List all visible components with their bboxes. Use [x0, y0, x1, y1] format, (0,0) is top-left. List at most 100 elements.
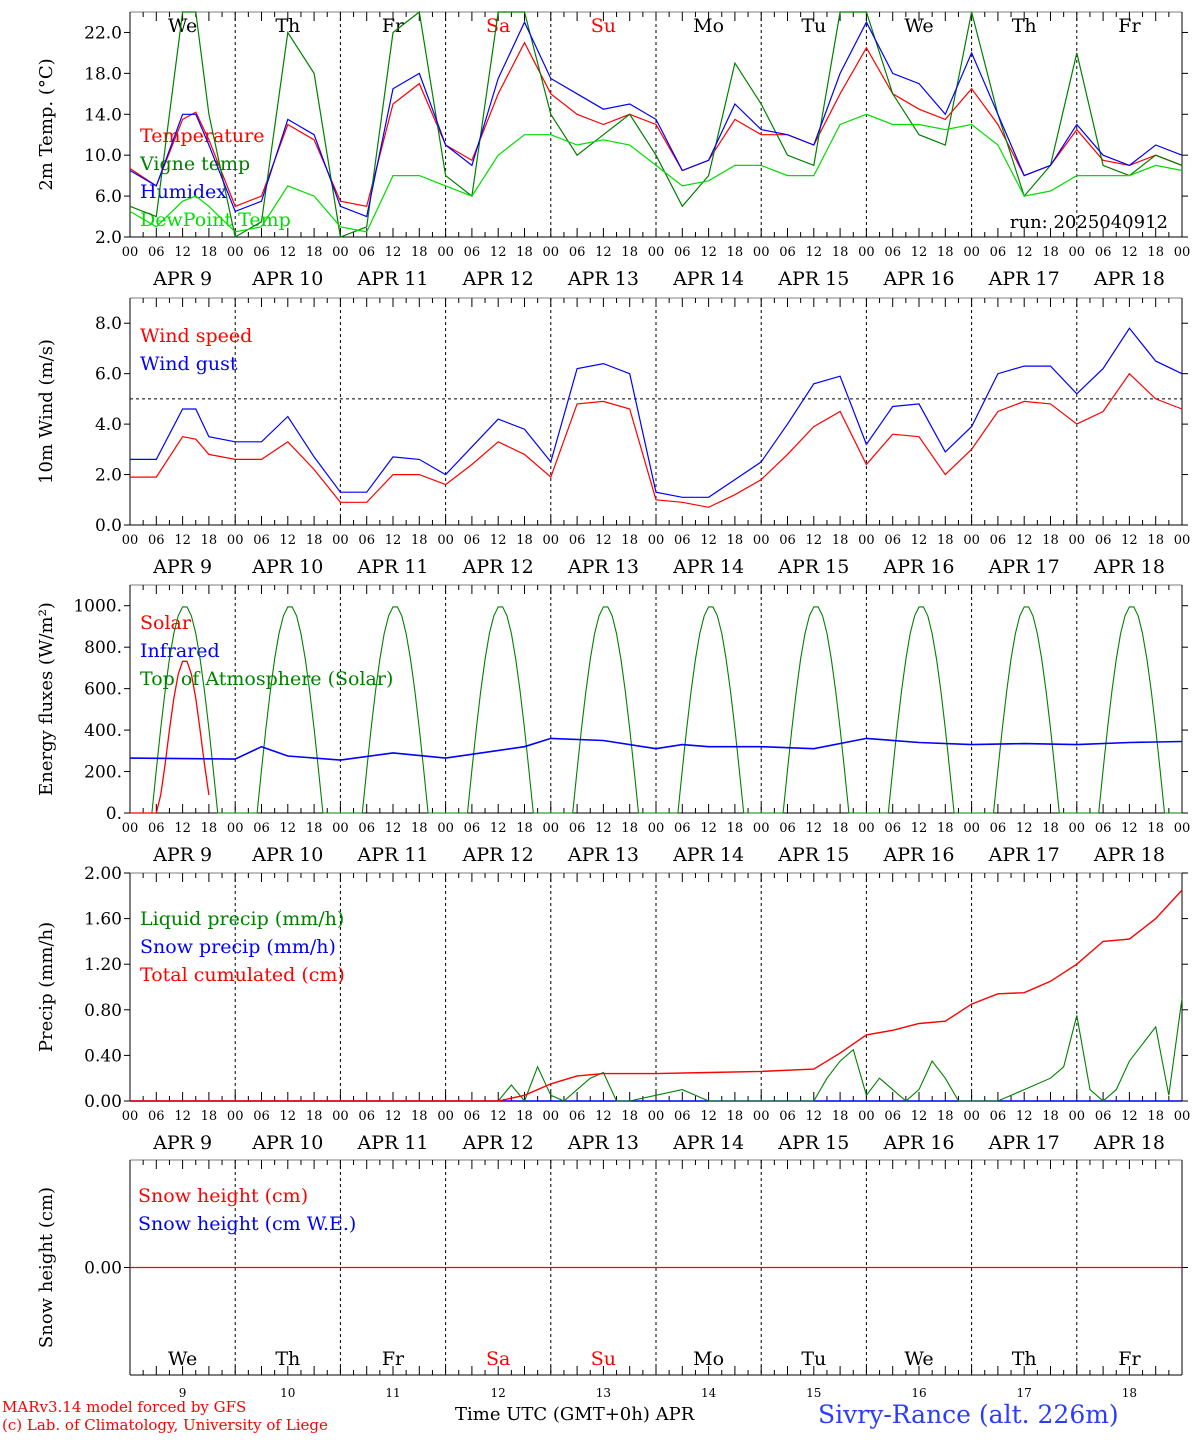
- y-tick-label: 0.0: [95, 516, 122, 536]
- series-temperature: [129, 41, 1183, 208]
- hour-tick-label: 06: [148, 821, 165, 836]
- hour-tick-label: 00: [858, 245, 875, 260]
- hour-tick-label: 00: [437, 1109, 454, 1124]
- date-label: APR 9: [152, 556, 212, 578]
- date-label: APR 14: [672, 844, 744, 866]
- date-label: APR 17: [988, 1132, 1060, 1154]
- date-label: APR 17: [988, 556, 1060, 578]
- date-label: APR 17: [988, 268, 1060, 290]
- hour-tick-label: 18: [832, 245, 849, 260]
- hour-tick-label: 00: [1174, 1109, 1191, 1124]
- hour-tick-label: 12: [595, 821, 612, 836]
- hour-tick-label: 00: [227, 533, 244, 548]
- date-label: APR 14: [672, 268, 744, 290]
- day-number-label: 14: [701, 1386, 717, 1400]
- hour-tick-label: 00: [227, 1109, 244, 1124]
- date-label: APR 13: [567, 844, 639, 866]
- hour-tick-label: 06: [990, 245, 1007, 260]
- date-label: APR 18: [1093, 844, 1165, 866]
- hour-tick-label: 00: [227, 821, 244, 836]
- hour-tick-label: 18: [937, 533, 954, 548]
- hour-tick-label: 12: [806, 533, 823, 548]
- hour-tick-label: 18: [411, 821, 428, 836]
- hour-tick-label: 06: [464, 533, 481, 548]
- hour-tick-label: 18: [1147, 1109, 1164, 1124]
- day-number-label: 17: [1017, 1386, 1032, 1400]
- hour-tick-label: 12: [595, 1109, 612, 1124]
- y-tick-label: 200.: [84, 763, 122, 783]
- footer-station: Sivry-Rance (alt. 226m): [818, 1400, 1119, 1429]
- date-label: APR 18: [1093, 1132, 1165, 1154]
- series-toa-solar: [130, 606, 1182, 814]
- hour-tick-label: 18: [832, 533, 849, 548]
- hour-tick-label: 06: [253, 1109, 270, 1124]
- hour-tick-label: 00: [1069, 245, 1086, 260]
- hour-tick-label: 12: [700, 1109, 717, 1124]
- hour-tick-label: 00: [332, 245, 349, 260]
- hour-tick-label: 00: [437, 245, 454, 260]
- legend-label: Temperature: [140, 125, 264, 147]
- series-wind-gust: [130, 327, 1183, 498]
- y-tick-label: 1000.: [73, 597, 122, 617]
- date-label: APR 16: [882, 1132, 954, 1154]
- hour-tick-label: 06: [358, 533, 375, 548]
- day-number-label: 10: [280, 1386, 295, 1400]
- hour-tick-label: 06: [884, 245, 901, 260]
- hour-tick-label: 12: [280, 533, 297, 548]
- hour-tick-label: 06: [253, 245, 270, 260]
- hour-tick-label: 06: [253, 533, 270, 548]
- series-dewpoint-temp: [129, 113, 1183, 233]
- hour-tick-label: 12: [1016, 1109, 1033, 1124]
- y-tick-label: 0.: [106, 804, 122, 824]
- day-number-label: 11: [385, 1386, 400, 1400]
- hour-tick-label: 12: [700, 821, 717, 836]
- date-label: APR 11: [356, 268, 428, 290]
- series-solar: [130, 660, 210, 814]
- weekday-label: Th: [275, 15, 300, 37]
- hour-tick-label: 00: [858, 533, 875, 548]
- hour-tick-label: 12: [806, 821, 823, 836]
- date-label: APR 9: [152, 1132, 212, 1154]
- y-tick-label: 1.20: [84, 955, 122, 975]
- weekday-label: Mo: [693, 15, 724, 37]
- weekday-label: Fr: [382, 15, 405, 37]
- hour-tick-label: 18: [516, 245, 533, 260]
- weekday-label: Tu: [801, 15, 826, 37]
- y-tick-label: 6.0: [95, 365, 122, 385]
- weekday-label: Tu: [801, 1348, 826, 1370]
- hour-tick-label: 12: [1121, 821, 1138, 836]
- date-label: APR 11: [356, 1132, 428, 1154]
- hour-tick-label: 12: [1016, 533, 1033, 548]
- hour-tick-label: 06: [569, 821, 586, 836]
- hour-tick-label: 18: [201, 1109, 218, 1124]
- day-number-label: 13: [596, 1386, 611, 1400]
- weekday-label: We: [168, 1348, 197, 1370]
- date-label: APR 10: [251, 268, 323, 290]
- date-label: APR 12: [462, 556, 534, 578]
- hour-tick-label: 06: [569, 533, 586, 548]
- hour-tick-label: 12: [174, 245, 191, 260]
- weekday-label: Sa: [486, 1348, 510, 1370]
- hour-tick-label: 12: [700, 245, 717, 260]
- weekday-label: Th: [275, 1348, 300, 1370]
- hour-tick-label: 00: [1069, 1109, 1086, 1124]
- hour-tick-label: 06: [464, 821, 481, 836]
- hour-tick-label: 06: [990, 1109, 1007, 1124]
- hour-tick-label: 00: [332, 533, 349, 548]
- hour-tick-label: 12: [1121, 1109, 1138, 1124]
- y-tick-label: 6.0: [95, 187, 122, 207]
- hour-tick-label: 06: [884, 1109, 901, 1124]
- hour-tick-label: 12: [490, 821, 507, 836]
- hour-tick-label: 18: [621, 821, 638, 836]
- y-axis-title: 2m Temp. (°C): [36, 58, 57, 190]
- hour-tick-label: 00: [963, 533, 980, 548]
- hour-tick-label: 06: [884, 821, 901, 836]
- hour-tick-label: 00: [227, 245, 244, 260]
- hour-tick-label: 12: [911, 821, 928, 836]
- hour-tick-label: 18: [306, 245, 323, 260]
- legend-label: Infrared: [140, 640, 220, 662]
- y-tick-label: 14.0: [84, 105, 122, 125]
- legend-label: Snow precip (mm/h): [140, 936, 336, 958]
- hour-tick-label: 00: [858, 821, 875, 836]
- hour-tick-label: 06: [464, 1109, 481, 1124]
